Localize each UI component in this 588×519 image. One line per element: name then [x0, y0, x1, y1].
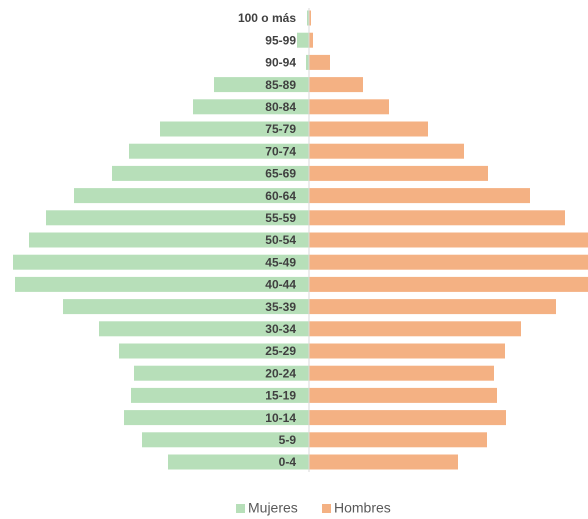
bar: [309, 254, 588, 270]
y-tick-label: 40-44: [265, 278, 296, 292]
y-tick-label: 30-34: [265, 322, 296, 336]
bar: [309, 299, 556, 315]
bar: [168, 454, 309, 470]
bar: [309, 365, 494, 381]
bar: [309, 77, 363, 93]
y-tick-label: 5-9: [279, 433, 297, 447]
legend-swatch: [236, 504, 245, 513]
bar: [309, 432, 487, 448]
y-tick-label: 15-19: [265, 389, 296, 403]
y-tick-label: 70-74: [265, 144, 296, 158]
bar: [297, 32, 309, 48]
y-tick-label: 95-99: [265, 33, 296, 47]
bar: [309, 54, 330, 70]
bar: [193, 99, 309, 115]
bar: [309, 276, 588, 292]
bar: [309, 143, 464, 159]
bar: [309, 99, 389, 115]
bar: [309, 32, 313, 48]
bar: [307, 10, 309, 26]
bar: [112, 165, 309, 181]
bar: [129, 143, 309, 159]
y-tick-label: 25-29: [265, 344, 296, 358]
bar: [29, 232, 309, 248]
bar: [309, 165, 488, 181]
bar: [309, 232, 588, 248]
y-tick-label: 50-54: [265, 233, 296, 247]
bar: [309, 321, 521, 337]
y-tick-label: 65-69: [265, 167, 296, 181]
bar: [160, 121, 309, 137]
bar: [214, 77, 309, 93]
y-tick-label: 75-79: [265, 122, 296, 136]
y-tick-label: 60-64: [265, 189, 296, 203]
bar: [309, 343, 505, 359]
bar: [99, 321, 309, 337]
y-tick-label: 85-89: [265, 78, 296, 92]
bar: [142, 432, 309, 448]
bar: [74, 188, 309, 204]
legend-label: Hombres: [334, 500, 391, 516]
y-tick-label: 80-84: [265, 100, 296, 114]
y-tick-label: 10-14: [265, 411, 296, 425]
bar: [63, 299, 309, 315]
bar: [309, 210, 565, 226]
y-tick-label: 0-4: [279, 455, 297, 469]
bar: [309, 188, 530, 204]
y-tick-label: 55-59: [265, 211, 296, 225]
bar: [119, 343, 309, 359]
bar: [134, 365, 309, 381]
y-tick-label: 35-39: [265, 300, 296, 314]
bar: [309, 410, 506, 426]
bar: [46, 210, 309, 226]
bar: [131, 387, 309, 403]
bar: [13, 254, 309, 270]
y-tick-label: 90-94: [265, 56, 296, 70]
legend-label: Mujeres: [248, 500, 298, 516]
bar: [309, 454, 458, 470]
bar: [124, 410, 309, 426]
y-tick-label: 45-49: [265, 255, 296, 269]
y-tick-label: 100 o más: [238, 11, 296, 25]
bar: [15, 276, 309, 292]
bar: [306, 54, 309, 70]
bar: [309, 387, 497, 403]
bar: [309, 10, 311, 26]
legend-swatch: [322, 504, 331, 513]
y-tick-label: 20-24: [265, 366, 296, 380]
bar: [309, 121, 428, 137]
